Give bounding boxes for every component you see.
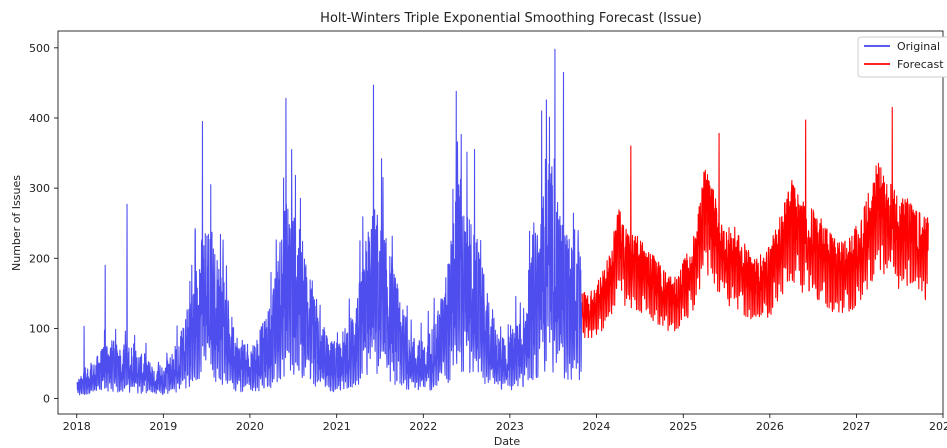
legend-frame (857, 36, 947, 78)
x-axis-ticks: 2018 2019 2020 2021 2022 2023 2024 2025 2026 2027… (63, 414, 947, 433)
y-tick-label: 400 (29, 112, 50, 125)
y-tick-label: 100 (29, 322, 50, 335)
x-tick-label: 2018 (63, 420, 91, 433)
y-tick-label: 0 (43, 393, 50, 406)
axes-frame (57, 30, 944, 415)
x-tick-label: 2027 (842, 420, 870, 433)
legend-label-original: Original (897, 40, 940, 53)
chart-title: Holt-Winters Triple Exponential Smoothin… (320, 11, 702, 26)
y-axis-label: Number of Issues (10, 175, 23, 271)
x-tick-label: 2021 (323, 420, 351, 433)
series-line-forecast (581, 106, 929, 339)
y-tick-label: 200 (29, 252, 50, 265)
x-tick-label: 2025 (669, 420, 697, 433)
x-tick-label: 2019 (149, 420, 177, 433)
plot-area (76, 48, 929, 396)
x-tick-label: 2023 (496, 420, 524, 433)
x-tick-label: 2020 (236, 420, 264, 433)
x-tick-label: 2024 (582, 420, 610, 433)
x-tick-label: 2028 (929, 420, 947, 433)
axes-box (57, 30, 944, 415)
series-line-original (76, 48, 583, 396)
y-axis-ticks: 0 100 200 300 400 500 (29, 42, 58, 406)
legend: Original Forecast (857, 36, 947, 78)
x-axis-label: Date (494, 435, 521, 448)
legend-label-forecast: Forecast (897, 58, 944, 71)
x-tick-label: 2022 (409, 420, 437, 433)
x-tick-label: 2026 (756, 420, 784, 433)
y-tick-label: 300 (29, 182, 50, 195)
y-tick-label: 500 (29, 42, 50, 55)
